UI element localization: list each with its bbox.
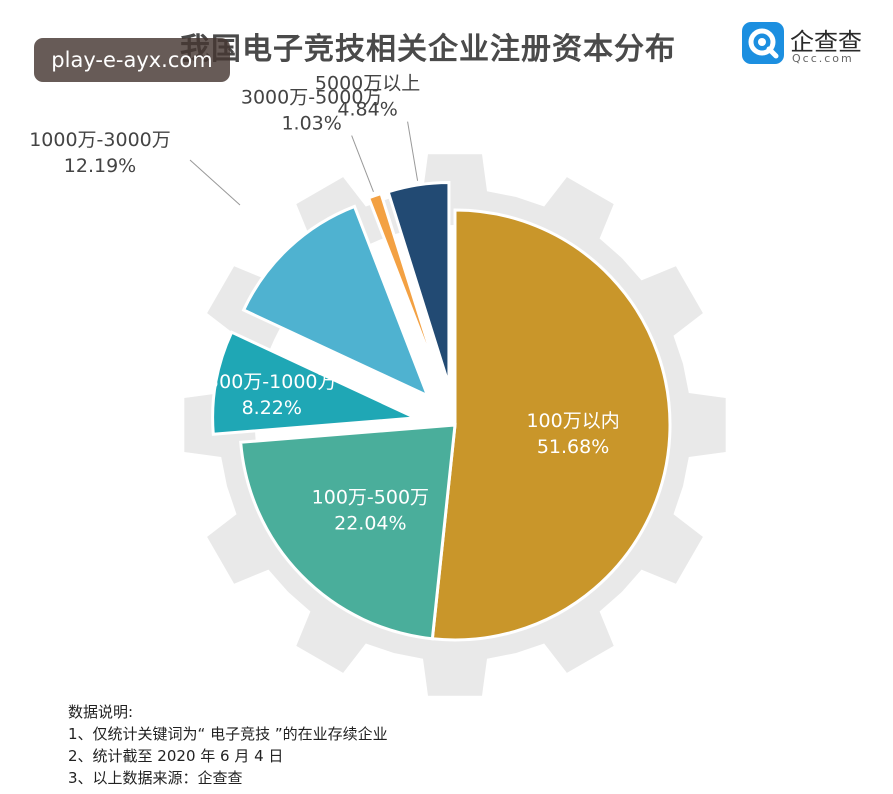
pie-slice	[241, 204, 431, 399]
pie-slice	[239, 423, 457, 641]
leader-line	[189, 159, 241, 206]
slice-value-label: 4.84%	[337, 99, 397, 121]
pie-slice	[211, 330, 422, 436]
slice-label: 1000万-3000万	[29, 129, 171, 151]
note-item: 3、以上数据来源：企查查	[68, 769, 243, 787]
brand-name: 企查查	[790, 28, 862, 56]
slice-value-label: 22.04%	[334, 513, 406, 535]
slice-value-label: 1.03%	[281, 113, 341, 135]
slice-value-label: 8.22%	[242, 397, 302, 419]
note-item: 2、统计截至 2020 年 6 月 4 日	[68, 747, 284, 765]
data-notes: 数据说明: 1、仅统计关键词为“ 电子竞技 ”的在业存续企业 2、统计截至 20…	[68, 701, 388, 789]
note-item: 1、仅统计关键词为“ 电子竞技 ”的在业存续企业	[68, 725, 388, 743]
slice-label: 100万-500万	[312, 487, 429, 509]
brand-url: Qcc.com	[792, 52, 854, 65]
brand-logo: 企查查 Qcc.com	[742, 22, 872, 70]
leader-line	[351, 135, 374, 193]
watermark-badge: play-e-ayx.com	[34, 38, 230, 82]
slice-label: 3000万-5000万	[241, 87, 383, 109]
slice-label: 100万以内	[526, 410, 619, 432]
qcc-logo-icon	[742, 22, 784, 64]
pie-slice	[430, 208, 672, 642]
slice-label: 500万-1000万	[207, 371, 336, 393]
slice-label: 5000万以上	[315, 73, 420, 95]
leader-line	[407, 121, 419, 181]
slice-value-label: 51.68%	[537, 436, 609, 458]
chart-title: 我国电子竞技相关企业注册资本分布	[180, 32, 676, 67]
pie-slice	[386, 180, 451, 386]
notes-heading: 数据说明:	[68, 703, 134, 721]
pie-slice	[366, 191, 444, 388]
slice-value-label: 12.19%	[64, 155, 136, 177]
